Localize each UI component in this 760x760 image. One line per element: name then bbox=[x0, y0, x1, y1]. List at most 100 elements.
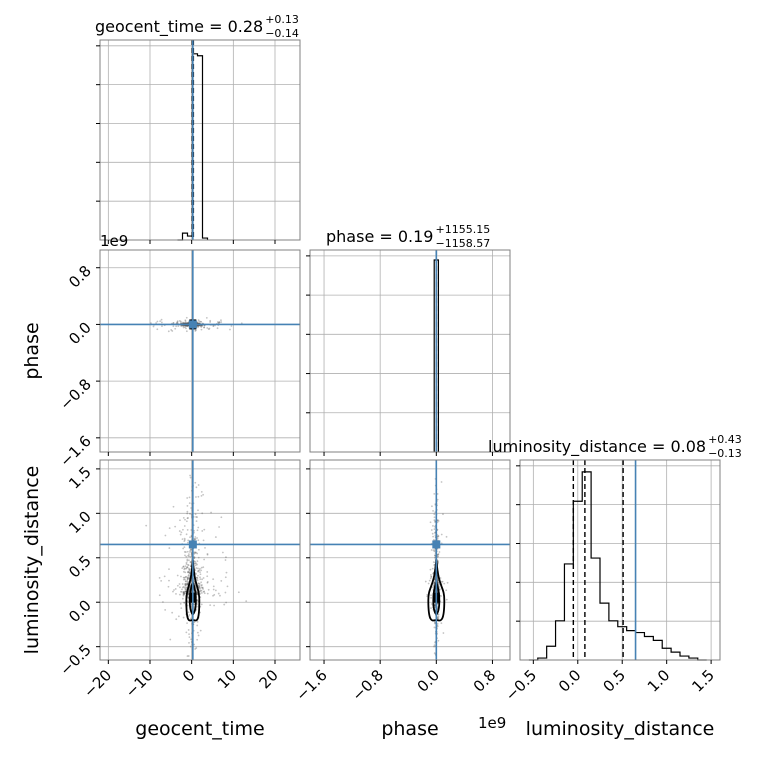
sample-geocent_time-luminosity_distance-245 bbox=[203, 592, 206, 595]
ytick-label-phase-0: −1.6 bbox=[56, 432, 94, 470]
sample-geocent_time-luminosity_distance-637 bbox=[188, 559, 190, 562]
sample-geocent_time-phase-309 bbox=[184, 326, 186, 329]
sample-geocent_time-luminosity_distance-249 bbox=[188, 633, 190, 636]
sample-geocent_time-phase-175 bbox=[152, 325, 155, 328]
axes-frames bbox=[96, 39, 721, 664]
sample-geocent_time-luminosity_distance-42 bbox=[175, 593, 177, 595]
truth-point-geocent_time-phase bbox=[188, 320, 197, 329]
sample-geocent_time-phase-531 bbox=[218, 321, 221, 324]
sample-geocent_time-luminosity_distance-442 bbox=[184, 565, 187, 568]
sample-geocent_time-luminosity_distance-145 bbox=[189, 476, 192, 479]
sample-phase-luminosity_distance-663 bbox=[445, 589, 448, 592]
sample-geocent_time-luminosity_distance-483 bbox=[188, 555, 190, 557]
sample-phase-luminosity_distance-100 bbox=[437, 520, 440, 522]
sample-geocent_time-luminosity_distance-214 bbox=[210, 511, 212, 514]
sample-geocent_time-luminosity_distance-247 bbox=[224, 576, 227, 579]
sample-geocent_time-phase-355 bbox=[180, 325, 183, 328]
sample-phase-luminosity_distance-579 bbox=[436, 553, 439, 556]
sample-phase-luminosity_distance-3 bbox=[432, 549, 435, 552]
sample-geocent_time-luminosity_distance-75 bbox=[198, 583, 201, 585]
sample-geocent_time-luminosity_distance-302 bbox=[214, 536, 217, 538]
sample-geocent_time-luminosity_distance-276 bbox=[188, 636, 191, 639]
sample-geocent_time-luminosity_distance-423 bbox=[183, 568, 186, 571]
sample-geocent_time-phase-251 bbox=[201, 325, 203, 328]
sample-geocent_time-phase-581 bbox=[184, 322, 187, 325]
xtick-label-phase-1: −0.8 bbox=[349, 666, 387, 704]
sample-geocent_time-luminosity_distance-698 bbox=[186, 577, 189, 580]
panel-phase-luminosity_distance bbox=[310, 460, 510, 660]
sample-geocent_time-luminosity_distance-501 bbox=[196, 621, 199, 623]
sample-geocent_time-luminosity_distance-447 bbox=[183, 576, 186, 579]
sample-geocent_time-phase-306 bbox=[177, 325, 180, 327]
axes-frame-phase-luminosity_distance bbox=[309, 459, 511, 661]
sample-geocent_time-luminosity_distance-207 bbox=[189, 549, 192, 552]
sample-geocent_time-luminosity_distance-446 bbox=[220, 516, 223, 519]
sample-geocent_time-luminosity_distance-520 bbox=[221, 551, 224, 554]
sample-geocent_time-luminosity_distance-490 bbox=[193, 557, 196, 560]
sample-geocent_time-luminosity_distance-97 bbox=[174, 525, 177, 528]
sample-geocent_time-luminosity_distance-433 bbox=[190, 507, 193, 509]
axes-frame-geocent_time-phase bbox=[99, 249, 301, 453]
sample-phase-luminosity_distance-43 bbox=[437, 581, 439, 584]
sample-geocent_time-luminosity_distance-310 bbox=[199, 567, 201, 570]
sample-phase-luminosity_distance-162 bbox=[434, 602, 436, 605]
sample-geocent_time-luminosity_distance-493 bbox=[188, 614, 191, 616]
sample-geocent_time-phase-255 bbox=[184, 324, 187, 327]
sample-geocent_time-luminosity_distance-169 bbox=[198, 582, 200, 585]
sample-geocent_time-luminosity_distance-559 bbox=[186, 576, 189, 579]
sample-geocent_time-luminosity_distance-327 bbox=[213, 604, 215, 607]
sample-geocent_time-luminosity_distance-21 bbox=[196, 579, 199, 582]
sample-geocent_time-luminosity_distance-420 bbox=[201, 587, 204, 589]
sample-phase-luminosity_distance-351 bbox=[440, 481, 443, 483]
sample-geocent_time-luminosity_distance-337 bbox=[187, 571, 190, 574]
sample-geocent_time-luminosity_distance-68 bbox=[186, 558, 189, 561]
sample-geocent_time-luminosity_distance-351 bbox=[200, 490, 203, 493]
sample-geocent_time-luminosity_distance-499 bbox=[197, 495, 200, 498]
sample-geocent_time-phase-626 bbox=[172, 322, 175, 324]
sample-geocent_time-phase-315 bbox=[220, 321, 223, 323]
sample-phase-luminosity_distance-10 bbox=[428, 579, 431, 582]
sample-geocent_time-luminosity_distance-235 bbox=[209, 604, 212, 607]
sample-geocent_time-phase-470 bbox=[155, 322, 158, 324]
sample-geocent_time-luminosity_distance-636 bbox=[194, 481, 197, 484]
sample-geocent_time-luminosity_distance-273 bbox=[183, 551, 186, 553]
sample-phase-luminosity_distance-52 bbox=[433, 645, 436, 648]
sample-geocent_time-luminosity_distance-518 bbox=[186, 578, 189, 581]
sample-geocent_time-luminosity_distance-377 bbox=[199, 590, 202, 593]
sample-geocent_time-luminosity_distance-161 bbox=[220, 580, 223, 582]
sample-geocent_time-phase-75 bbox=[187, 322, 190, 324]
sample-geocent_time-luminosity_distance-221 bbox=[195, 576, 198, 579]
sample-geocent_time-luminosity_distance-346 bbox=[172, 590, 174, 593]
sample-geocent_time-luminosity_distance-437 bbox=[193, 560, 196, 563]
sample-geocent_time-luminosity_distance-345 bbox=[179, 519, 181, 522]
sample-geocent_time-luminosity_distance-281 bbox=[226, 585, 229, 588]
sample-geocent_time-luminosity_distance-534 bbox=[195, 647, 198, 649]
sample-geocent_time-luminosity_distance-696 bbox=[194, 564, 197, 567]
sample-geocent_time-luminosity_distance-61 bbox=[219, 594, 221, 597]
sample-geocent_time-phase-361 bbox=[203, 326, 206, 329]
sample-phase-luminosity_distance-436 bbox=[433, 538, 435, 541]
sample-geocent_time-luminosity_distance-646 bbox=[184, 588, 187, 591]
title-plus-geocent_time: +0.13 bbox=[265, 13, 299, 26]
sample-geocent_time-phase-334 bbox=[200, 326, 203, 328]
sample-geocent_time-luminosity_distance-505 bbox=[182, 570, 185, 573]
title-phase: phase = 0.19 bbox=[326, 227, 433, 246]
sample-geocent_time-phase-372 bbox=[179, 322, 182, 325]
sample-geocent_time-luminosity_distance-492 bbox=[185, 563, 188, 565]
sample-geocent_time-luminosity_distance-173 bbox=[193, 538, 196, 541]
sample-geocent_time-phase-576 bbox=[212, 324, 215, 327]
ytick-label-luminosity_distance-1: 0.0 bbox=[65, 596, 95, 626]
sample-geocent_time-luminosity_distance-508 bbox=[187, 574, 190, 577]
sample-phase-luminosity_distance-510 bbox=[430, 596, 432, 599]
sample-geocent_time-luminosity_distance-43 bbox=[184, 518, 186, 521]
sample-geocent_time-luminosity_distance-288 bbox=[198, 569, 201, 572]
sample-geocent_time-luminosity_distance-178 bbox=[198, 584, 201, 587]
sample-geocent_time-luminosity_distance-355 bbox=[194, 569, 197, 571]
sample-geocent_time-luminosity_distance-243 bbox=[194, 572, 197, 575]
sample-geocent_time-luminosity_distance-228 bbox=[187, 576, 189, 579]
sample-geocent_time-luminosity_distance-108 bbox=[186, 497, 189, 499]
sample-phase-luminosity_distance-75 bbox=[430, 603, 433, 605]
sample-geocent_time-luminosity_distance-277 bbox=[200, 586, 203, 589]
xlabel-phase: phase bbox=[381, 718, 438, 740]
sample-geocent_time-luminosity_distance-567 bbox=[187, 592, 190, 595]
